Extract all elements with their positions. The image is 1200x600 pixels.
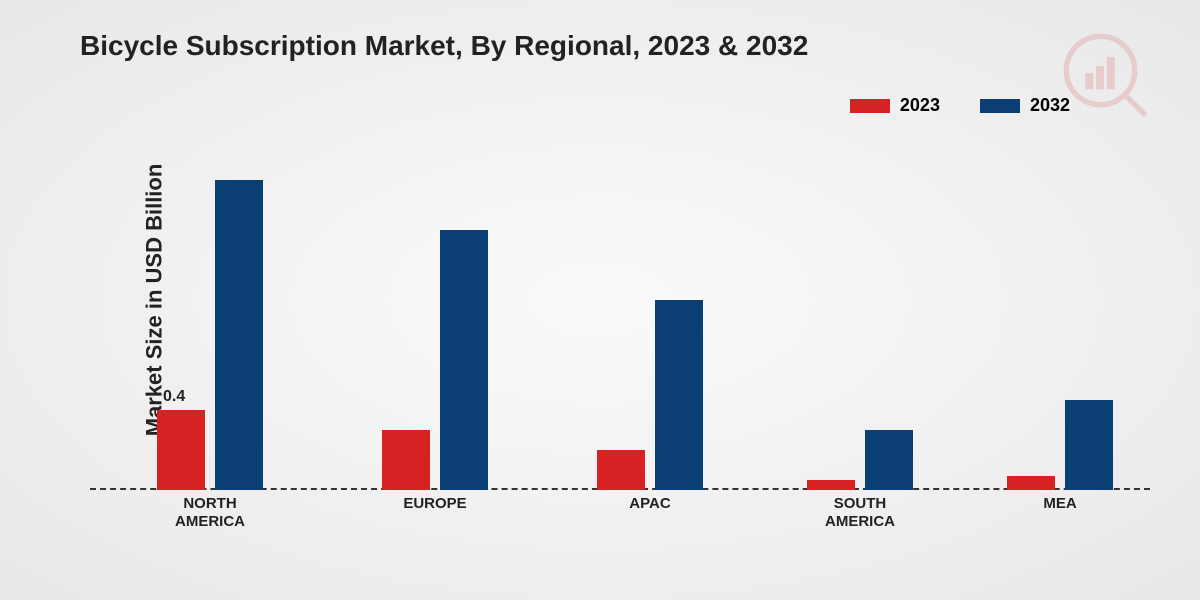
legend-label: 2023 xyxy=(900,95,940,116)
legend-item-2023: 2023 xyxy=(850,95,940,116)
plot-area: 0.4 xyxy=(90,150,1150,490)
bar-group xyxy=(807,430,913,490)
bar xyxy=(157,410,205,490)
legend-label: 2032 xyxy=(1030,95,1070,116)
category-label: MEA xyxy=(1000,495,1120,513)
bar xyxy=(597,450,645,490)
category-label: EUROPE xyxy=(375,495,495,513)
category-label: APAC xyxy=(590,495,710,513)
bar-group xyxy=(157,180,263,490)
bar xyxy=(440,230,488,490)
bar xyxy=(1007,476,1055,490)
bar xyxy=(215,180,263,490)
bar-group xyxy=(382,230,488,490)
bar xyxy=(382,430,430,490)
legend-item-2032: 2032 xyxy=(980,95,1070,116)
bar-group xyxy=(1007,400,1113,490)
bar xyxy=(655,300,703,490)
bar xyxy=(807,480,855,490)
watermark-logo xyxy=(1060,30,1150,120)
legend-swatch-2023 xyxy=(850,99,890,113)
category-label: SOUTH AMERICA xyxy=(800,495,920,531)
bar-value-label: 0.4 xyxy=(163,388,185,406)
legend-swatch-2032 xyxy=(980,99,1020,113)
bar xyxy=(1065,400,1113,490)
category-labels: NORTH AMERICA EUROPE APAC SOUTH AMERICA MEA xyxy=(90,495,1150,545)
legend: 2023 2032 xyxy=(850,95,1070,116)
bar xyxy=(865,430,913,490)
bar-group xyxy=(597,300,703,490)
chart-title: Bicycle Subscription Market, By Regional… xyxy=(80,30,808,62)
category-label: NORTH AMERICA xyxy=(150,495,270,531)
